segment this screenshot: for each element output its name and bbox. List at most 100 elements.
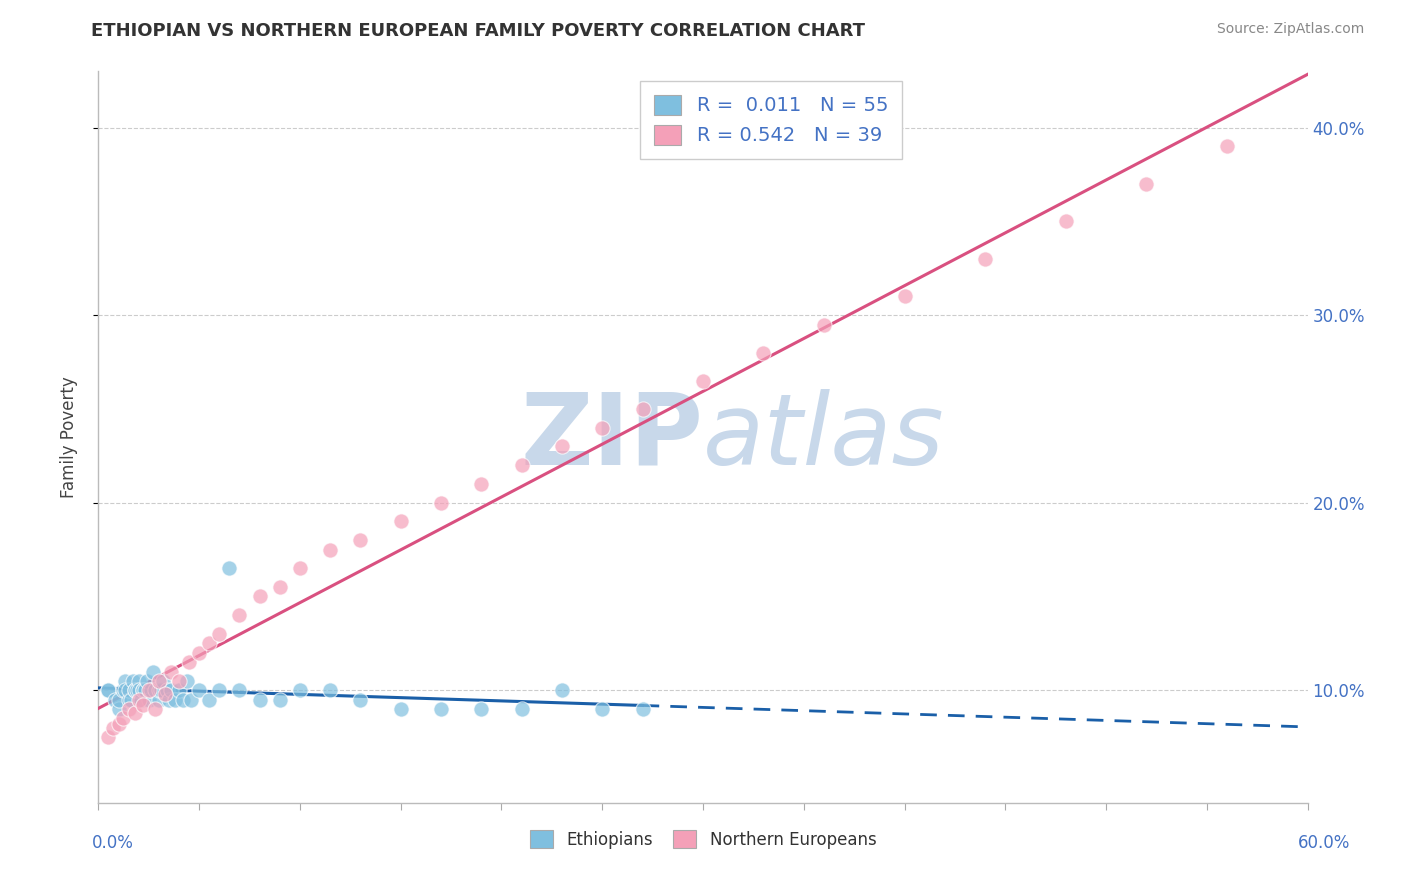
Point	[813, 318, 835, 332]
Point	[249, 692, 271, 706]
Point	[160, 665, 183, 679]
Point	[591, 420, 613, 434]
Point	[349, 692, 371, 706]
Point	[125, 683, 148, 698]
Point	[510, 458, 533, 473]
Point	[97, 730, 120, 744]
Point	[752, 345, 775, 359]
Point	[319, 683, 342, 698]
Point	[974, 252, 997, 266]
Point	[198, 692, 221, 706]
Point	[510, 702, 533, 716]
Point	[124, 706, 146, 720]
Point	[631, 702, 654, 716]
Point	[167, 673, 190, 688]
Text: atlas: atlas	[703, 389, 945, 485]
Point	[134, 683, 156, 698]
Point	[228, 683, 250, 698]
Point	[128, 673, 150, 688]
Point	[188, 683, 211, 698]
Point	[114, 683, 136, 698]
Point	[389, 515, 412, 529]
Point	[107, 692, 129, 706]
Point	[148, 683, 170, 698]
Point	[97, 683, 120, 698]
Point	[149, 683, 172, 698]
Point	[128, 683, 150, 698]
Point	[198, 636, 221, 650]
Point	[148, 692, 170, 706]
Point	[111, 683, 134, 698]
Point	[135, 673, 157, 688]
Point	[138, 683, 160, 698]
Point	[118, 692, 141, 706]
Text: ETHIOPIAN VS NORTHERN EUROPEAN FAMILY POVERTY CORRELATION CHART: ETHIOPIAN VS NORTHERN EUROPEAN FAMILY PO…	[91, 22, 865, 40]
Point	[107, 702, 129, 716]
Point	[349, 533, 371, 548]
Point	[319, 542, 342, 557]
Point	[152, 673, 174, 688]
Legend: Ethiopians, Northern Europeans: Ethiopians, Northern Europeans	[517, 819, 889, 860]
Point	[430, 702, 453, 716]
Point	[591, 702, 613, 716]
Point	[163, 692, 186, 706]
Point	[107, 717, 129, 731]
Point	[120, 692, 142, 706]
Point	[188, 646, 211, 660]
Point	[551, 440, 574, 454]
Point	[1216, 139, 1239, 153]
Point	[124, 683, 146, 698]
Point	[143, 683, 166, 698]
Point	[269, 692, 291, 706]
Text: 0.0%: 0.0%	[91, 834, 134, 852]
Point	[180, 692, 202, 706]
Point	[288, 683, 311, 698]
Text: Source: ZipAtlas.com: Source: ZipAtlas.com	[1216, 22, 1364, 37]
Point	[124, 683, 146, 698]
Point	[111, 711, 134, 725]
Y-axis label: Family Poverty: Family Poverty	[59, 376, 77, 498]
Point	[138, 692, 160, 706]
Point	[97, 683, 120, 698]
Point	[692, 374, 714, 388]
Point	[218, 561, 240, 575]
Point	[167, 683, 190, 698]
Point	[249, 590, 271, 604]
Point	[101, 721, 124, 735]
Point	[157, 692, 180, 706]
Point	[430, 496, 453, 510]
Point	[156, 683, 179, 698]
Point	[132, 698, 155, 713]
Point	[228, 608, 250, 623]
Point	[893, 289, 915, 303]
Point	[103, 692, 125, 706]
Point	[269, 580, 291, 594]
Point	[172, 692, 194, 706]
Point	[148, 673, 170, 688]
Point	[153, 687, 176, 701]
Text: ZIP: ZIP	[520, 389, 703, 485]
Text: 60.0%: 60.0%	[1298, 834, 1350, 852]
Point	[551, 683, 574, 698]
Point	[1135, 177, 1157, 191]
Point	[389, 702, 412, 716]
Point	[470, 477, 492, 491]
Point	[121, 673, 143, 688]
Point	[142, 665, 165, 679]
Point	[128, 692, 150, 706]
Point	[139, 683, 162, 698]
Point	[288, 561, 311, 575]
Point	[208, 683, 231, 698]
Point	[208, 627, 231, 641]
Point	[470, 702, 492, 716]
Point	[160, 683, 183, 698]
Point	[176, 673, 198, 688]
Point	[129, 692, 152, 706]
Point	[143, 702, 166, 716]
Point	[118, 683, 141, 698]
Point	[631, 401, 654, 416]
Point	[132, 683, 155, 698]
Point	[118, 702, 141, 716]
Point	[114, 673, 136, 688]
Point	[132, 683, 155, 698]
